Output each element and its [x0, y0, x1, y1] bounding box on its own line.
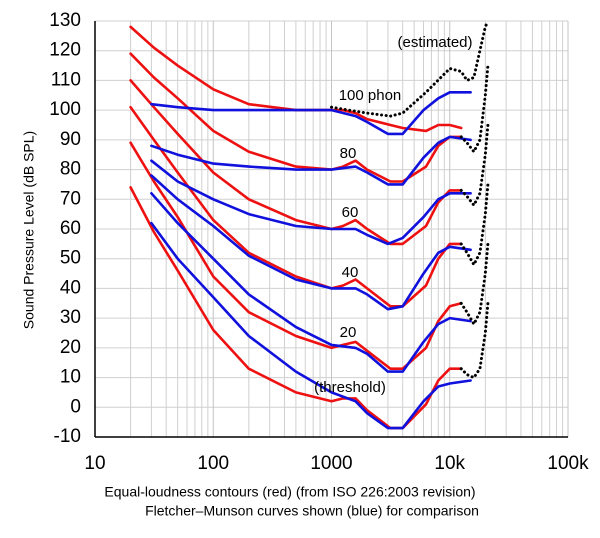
y-tick-label: 0: [70, 396, 81, 417]
x-axis-title: Fletcher–Munson curves shown (blue) for …: [145, 503, 479, 519]
annotation: 60: [342, 204, 359, 221]
y-tick-label: 20: [60, 337, 81, 358]
y-tick-label: 100: [49, 99, 81, 120]
y-tick-label: 60: [60, 218, 81, 239]
contour-line: [459, 123, 490, 207]
annotation: 100 phon: [339, 87, 402, 104]
contour-line: [129, 79, 463, 246]
annotation: 40: [342, 264, 359, 281]
contour-line: [150, 174, 472, 311]
contour-line: [330, 19, 490, 118]
y-tick-label: 80: [60, 159, 81, 180]
y-tick-label: 120: [49, 40, 81, 61]
x-tick-label: 100: [197, 453, 229, 474]
y-tick-label: 70: [60, 188, 81, 209]
plot-lines: [129, 19, 490, 430]
contour-line: [129, 105, 463, 308]
contour-line: [150, 135, 472, 186]
x-tick-label: 10k: [434, 453, 465, 474]
contour-line: [150, 221, 472, 430]
contour-line: [459, 301, 490, 380]
annotation: 80: [340, 145, 357, 162]
contour-line: [150, 91, 472, 136]
annotation: 20: [340, 324, 357, 341]
labels: -10 0 10 20 30 40 50 60 70 80 90 100 110 120 130 10 100 1…: [49, 10, 589, 474]
contour-line: [459, 64, 490, 154]
x-tick-label: 100k: [547, 453, 589, 474]
y-tick-label: 130: [49, 10, 81, 31]
y-axis-title: Sound Pressure Level (dB SPL): [21, 131, 37, 329]
grid: [94, 20, 569, 438]
y-tick-label: 90: [60, 129, 81, 150]
y-tick-label: 30: [60, 307, 81, 328]
y-tick-label: 110: [51, 69, 81, 90]
annotation: (estimated): [397, 34, 472, 51]
y-tick-label: 50: [60, 248, 81, 269]
contour-line: [459, 242, 490, 326]
y-tick-label: -10: [54, 426, 81, 447]
contour-line: [129, 141, 463, 370]
contour-line: [459, 182, 490, 267]
contour-line: [150, 159, 472, 246]
x-axis-title: Equal-loudness contours (red) (from ISO …: [104, 484, 475, 500]
annotation: (threshold): [314, 379, 386, 396]
y-tick-label: 10: [60, 367, 81, 388]
y-tick-label: 40: [60, 277, 81, 298]
x-tick-label: 1000: [310, 453, 352, 474]
contour-line: [150, 192, 472, 373]
x-tick-label: 10: [84, 453, 105, 474]
contour-line: [129, 52, 463, 183]
